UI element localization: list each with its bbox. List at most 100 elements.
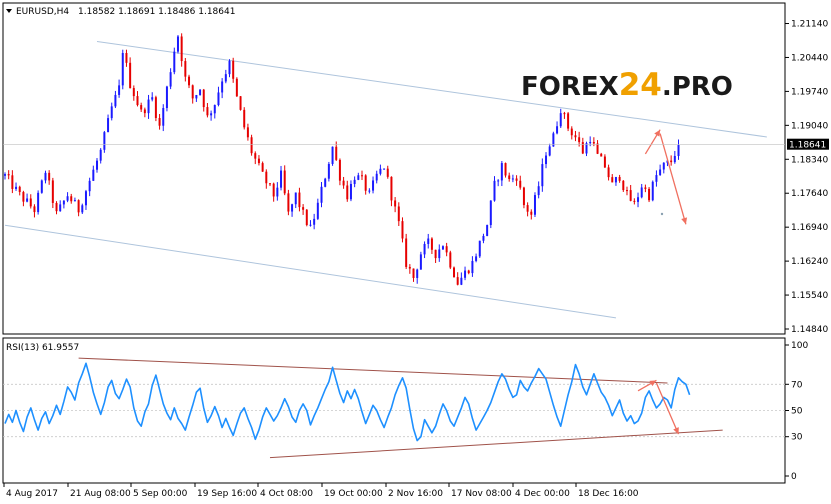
time-tick-label: 21 Aug 08:00 (70, 489, 131, 499)
candle-body (386, 168, 389, 177)
candle-body (383, 168, 386, 170)
time-tick-label: 2 Nov 16:00 (388, 489, 443, 499)
candle-body (195, 94, 198, 99)
candle-body (611, 177, 614, 183)
candle-body (353, 179, 356, 184)
price-current-box (787, 138, 829, 150)
candle-body (548, 146, 551, 156)
stray-dot (660, 212, 664, 216)
candle-body (335, 146, 338, 160)
forecast-arrow-2-head (681, 217, 688, 225)
candle-body (541, 164, 544, 187)
candle-body (320, 186, 323, 203)
candle-body (4, 174, 6, 176)
channel-line (4, 224, 617, 319)
candle-body (88, 180, 91, 192)
price-tick-label: 1.16240 (791, 257, 828, 267)
logo-text-24: 24 (619, 67, 662, 103)
candle-body (239, 96, 242, 110)
candle-body (519, 180, 522, 188)
time-tick-label: 18 Dec 16:00 (578, 489, 639, 499)
price-tick-label: 1.20440 (791, 53, 828, 63)
candle-body (592, 141, 595, 144)
candle-body (607, 167, 610, 178)
time-tick-label: 17 Nov 08:00 (451, 489, 512, 499)
candle-body (659, 169, 662, 176)
candle-body (313, 218, 316, 225)
candle-body (372, 180, 375, 191)
price-plot-area[interactable] (2, 2, 786, 335)
candle-body (614, 176, 617, 183)
candle-body (430, 238, 433, 250)
rsi-tick-label: 0 (791, 472, 797, 482)
candle-body (464, 270, 467, 278)
channel-line (96, 40, 767, 138)
svg-text:FOREX24.PRO: FOREX24.PRO (521, 67, 733, 103)
candle-body (416, 269, 419, 278)
candle-body (379, 168, 382, 174)
rsi-panel (2, 337, 786, 484)
candle-body (184, 61, 187, 77)
candle-body (302, 207, 305, 210)
candle-body (261, 163, 264, 172)
rsi-plot-area[interactable] (2, 337, 786, 484)
price-tick-label: 1.21140 (791, 20, 828, 30)
candle-body (81, 205, 84, 213)
price-tick-label: 1.19040 (791, 121, 828, 131)
candle-body (59, 204, 62, 212)
candle-body (254, 153, 257, 159)
candle-body (158, 118, 161, 126)
candle-body (360, 175, 363, 177)
candle-body (11, 175, 14, 189)
candle-body (640, 187, 643, 198)
candle-body (228, 60, 231, 75)
candle-body (401, 221, 404, 239)
candle-body (578, 137, 581, 143)
price-tick-label: 1.16940 (791, 223, 828, 233)
candle-body (121, 53, 124, 86)
candle-body (618, 176, 621, 181)
candle-body (22, 192, 25, 202)
candle-body (526, 205, 529, 212)
candle-body (7, 174, 10, 176)
candle-body (533, 195, 536, 215)
candle-body (73, 200, 76, 202)
candle-body (478, 240, 481, 257)
candle-body (346, 185, 349, 200)
time-axis: 4 Aug 2017 21 Aug 08:00 5 Sep 00:00 19 Sep … (3, 483, 639, 499)
candle-body (132, 88, 135, 97)
candle-body (268, 183, 271, 185)
candle-body (55, 202, 58, 212)
rsi-forecast-arrow-2-shaft (655, 382, 680, 435)
candle-body (460, 277, 463, 285)
forecast-arrow-2-shaft (659, 133, 687, 225)
rsi-tick-label: 70 (791, 380, 803, 390)
time-tick-label: 4 Aug 2017 (6, 489, 58, 499)
candle-body (287, 193, 290, 212)
candle-body (357, 175, 360, 180)
price-tick-label: 1.15540 (791, 291, 828, 301)
chevron-down-icon[interactable] (6, 9, 12, 13)
candle-body (648, 188, 651, 201)
candle-body (600, 153, 603, 157)
candle-body (445, 246, 448, 253)
candle-body (574, 135, 577, 138)
candle-body (651, 181, 654, 201)
candle-body (677, 144, 680, 156)
candle-body (486, 225, 489, 236)
rsi-trend-line (78, 357, 668, 384)
candle-body (368, 190, 371, 192)
candle-body (316, 202, 319, 219)
candle-body (408, 266, 411, 269)
candle-body (489, 200, 492, 226)
candle-body (394, 200, 397, 207)
candle-body (210, 113, 213, 116)
candle-body (629, 190, 632, 201)
candle-body (530, 211, 533, 215)
price-tick-label: 1.19740 (791, 87, 828, 97)
candle-body (419, 254, 422, 270)
candle-body (673, 155, 676, 163)
candle-body (26, 198, 29, 202)
rsi-header: RSI(13) 61.9557 (6, 343, 79, 353)
candle-body (283, 170, 286, 194)
